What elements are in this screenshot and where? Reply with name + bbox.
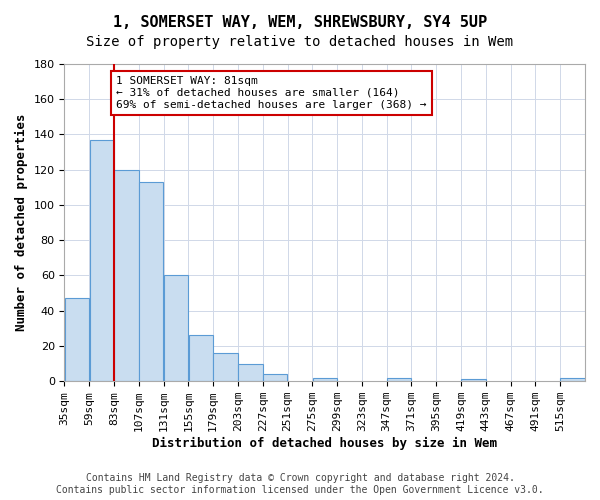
Bar — [65, 298, 89, 381]
Bar — [387, 378, 411, 381]
Bar — [560, 378, 585, 381]
Bar — [214, 353, 238, 381]
Bar — [139, 182, 163, 381]
Bar — [313, 378, 337, 381]
Bar — [263, 374, 287, 381]
X-axis label: Distribution of detached houses by size in Wem: Distribution of detached houses by size … — [152, 437, 497, 450]
Text: Contains HM Land Registry data © Crown copyright and database right 2024.
Contai: Contains HM Land Registry data © Crown c… — [56, 474, 544, 495]
Text: 1 SOMERSET WAY: 81sqm
← 31% of detached houses are smaller (164)
69% of semi-det: 1 SOMERSET WAY: 81sqm ← 31% of detached … — [116, 76, 427, 110]
Bar — [89, 140, 114, 381]
Bar — [188, 336, 213, 381]
Bar — [238, 364, 263, 381]
Text: 1, SOMERSET WAY, WEM, SHREWSBURY, SY4 5UP: 1, SOMERSET WAY, WEM, SHREWSBURY, SY4 5U… — [113, 15, 487, 30]
Bar — [115, 170, 139, 381]
Bar — [461, 380, 485, 381]
Y-axis label: Number of detached properties: Number of detached properties — [15, 114, 28, 332]
Bar — [164, 276, 188, 381]
Text: Size of property relative to detached houses in Wem: Size of property relative to detached ho… — [86, 35, 514, 49]
